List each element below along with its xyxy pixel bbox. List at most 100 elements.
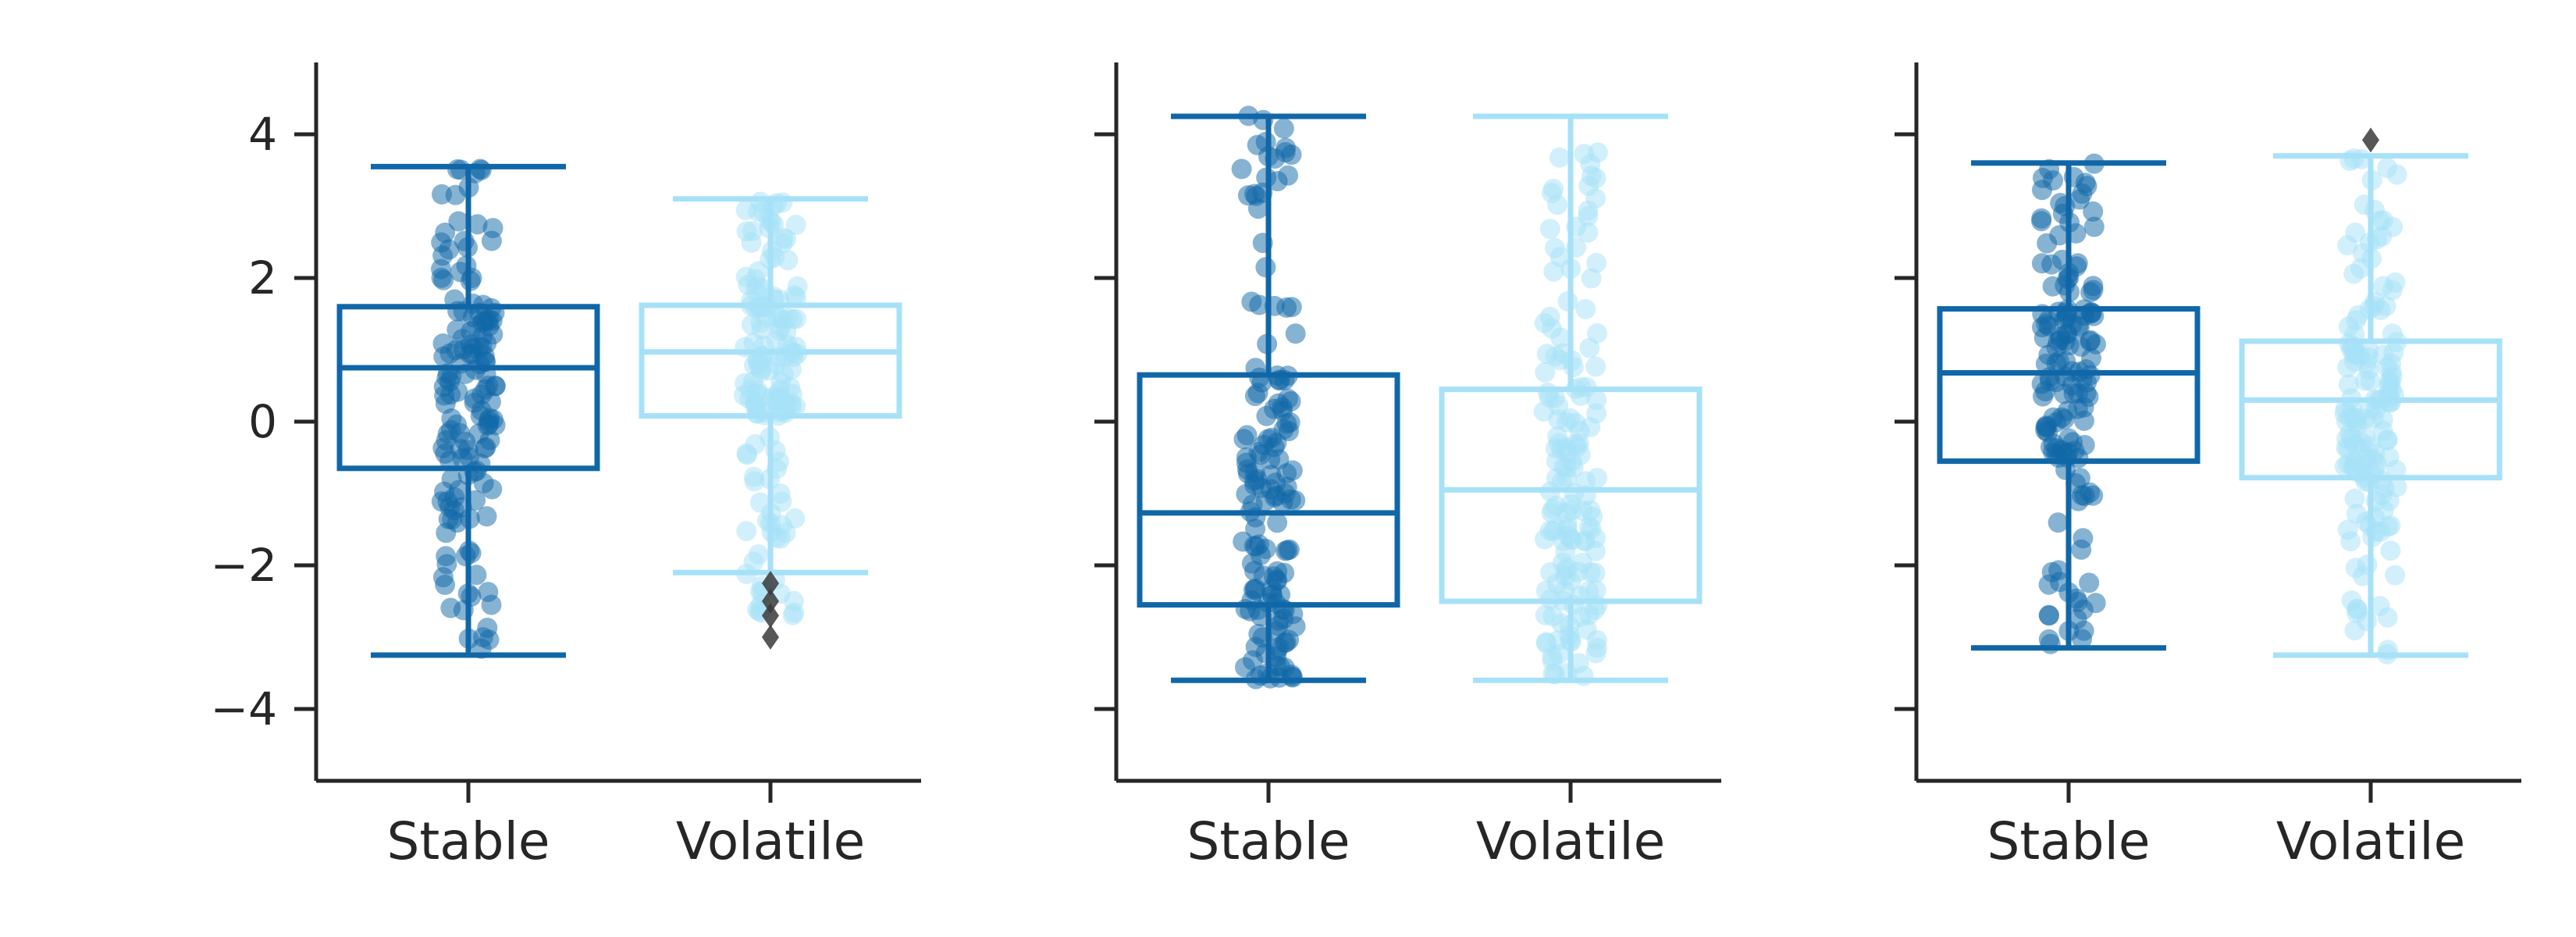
- strip-point: [2377, 357, 2398, 378]
- strip-point: [1267, 171, 1288, 191]
- strip-point: [1231, 159, 1252, 180]
- strip-point: [1585, 643, 1606, 664]
- strip-point: [2073, 528, 2094, 549]
- strip-point: [435, 575, 456, 595]
- strip-point: [450, 439, 471, 460]
- strip-point: [1541, 502, 1562, 523]
- strip-point: [2369, 210, 2390, 231]
- strip-point: [476, 506, 497, 527]
- strip-point: [1557, 467, 1578, 488]
- strip-point: [1576, 619, 1597, 640]
- strip-point: [440, 384, 461, 405]
- strip-point: [1249, 294, 1270, 315]
- outlier-marker: [762, 603, 779, 629]
- strip-point: [777, 250, 799, 271]
- outlier-marker: [762, 571, 779, 596]
- strip-point: [1581, 268, 1602, 289]
- strip-point: [1268, 449, 1290, 470]
- strip-point: [1539, 306, 1560, 327]
- x-tick-label: Volatile: [676, 811, 865, 871]
- x-tick-label: Stable: [1987, 811, 2150, 871]
- strip-point: [479, 414, 500, 435]
- strip-point: [1266, 569, 1287, 590]
- panel-3: Stable Volatile: [1895, 62, 2521, 871]
- x-tick-label: Stable: [1187, 811, 1350, 871]
- strip-point: [2372, 420, 2393, 441]
- strip-point: [1575, 298, 1596, 319]
- strip-point: [2048, 512, 2069, 533]
- strip-point: [1279, 421, 1299, 442]
- strip-point: [454, 230, 475, 251]
- strip-point: [2344, 488, 2365, 509]
- strip-point: [2085, 593, 2106, 614]
- strip-point: [1562, 529, 1583, 550]
- strip-point: [1258, 429, 1279, 450]
- y-tick-label: 4: [248, 108, 277, 161]
- y-tick-label: −4: [211, 682, 278, 736]
- strip-point: [1567, 436, 1588, 458]
- strip-point: [1283, 604, 1304, 625]
- strip-point: [744, 471, 765, 492]
- strip-point: [1544, 237, 1565, 258]
- strip-point: [1548, 409, 1569, 429]
- strip-point: [785, 308, 806, 330]
- strip-point: [2041, 436, 2061, 458]
- outlier-marker: [2362, 127, 2379, 153]
- strip-point: [736, 221, 757, 242]
- strip-point: [2346, 310, 2367, 331]
- x-tick-label: Volatile: [1476, 811, 1665, 871]
- strip-point: [2055, 330, 2076, 351]
- strip-point: [2386, 459, 2407, 480]
- strip-point: [1244, 561, 1265, 582]
- strip-point: [467, 214, 488, 235]
- strip-point: [1585, 356, 1606, 377]
- strip-point: [765, 390, 786, 411]
- strip-point: [2068, 383, 2089, 404]
- strip-point: [433, 269, 454, 290]
- strip-point: [2334, 456, 2355, 477]
- strip-point: [1549, 147, 1570, 168]
- strip-point: [2073, 410, 2094, 431]
- strip-point: [784, 602, 805, 623]
- strip-point: [1550, 350, 1571, 371]
- strip-point: [2343, 263, 2364, 284]
- strip-point: [1575, 471, 1596, 492]
- strip-point: [1244, 461, 1265, 483]
- strip-point: [2037, 233, 2058, 254]
- strip-point: [1277, 540, 1298, 561]
- strip-point: [785, 215, 806, 235]
- strip-point: [781, 396, 802, 417]
- strip-point: [2046, 353, 2067, 374]
- strip-point: [775, 522, 796, 543]
- strip-point: [2038, 574, 2059, 595]
- strip-point: [1580, 561, 1601, 583]
- strip-point: [1561, 500, 1582, 521]
- strip-point: [1546, 451, 1567, 472]
- strip-point: [2339, 408, 2360, 429]
- strip-point: [2058, 428, 2080, 449]
- strip-point: [2385, 565, 2406, 586]
- strip-point: [1285, 323, 1306, 344]
- strip-point: [432, 437, 454, 458]
- strip-point: [748, 544, 769, 565]
- strip-point: [1283, 667, 1303, 688]
- strip-point: [772, 233, 793, 254]
- strip-point: [1267, 512, 1288, 533]
- strip-point: [440, 597, 461, 618]
- strip-point: [441, 468, 462, 490]
- strip-point: [1537, 382, 1558, 403]
- strip-point: [773, 364, 794, 385]
- strip-point: [2083, 485, 2104, 506]
- strip-point: [478, 375, 499, 396]
- strip-point: [1276, 297, 1297, 318]
- strip-point: [436, 546, 457, 567]
- x-tick-label: Volatile: [2276, 811, 2465, 871]
- strip-point: [735, 372, 755, 394]
- strip-point: [2385, 272, 2406, 293]
- strip-point: [445, 184, 466, 205]
- panel-1: 4 2 0 −2 −4 Stable Volatile: [211, 62, 921, 871]
- strip-point: [2080, 331, 2101, 352]
- strip-point: [1245, 579, 1266, 600]
- strip-point: [2032, 317, 2052, 338]
